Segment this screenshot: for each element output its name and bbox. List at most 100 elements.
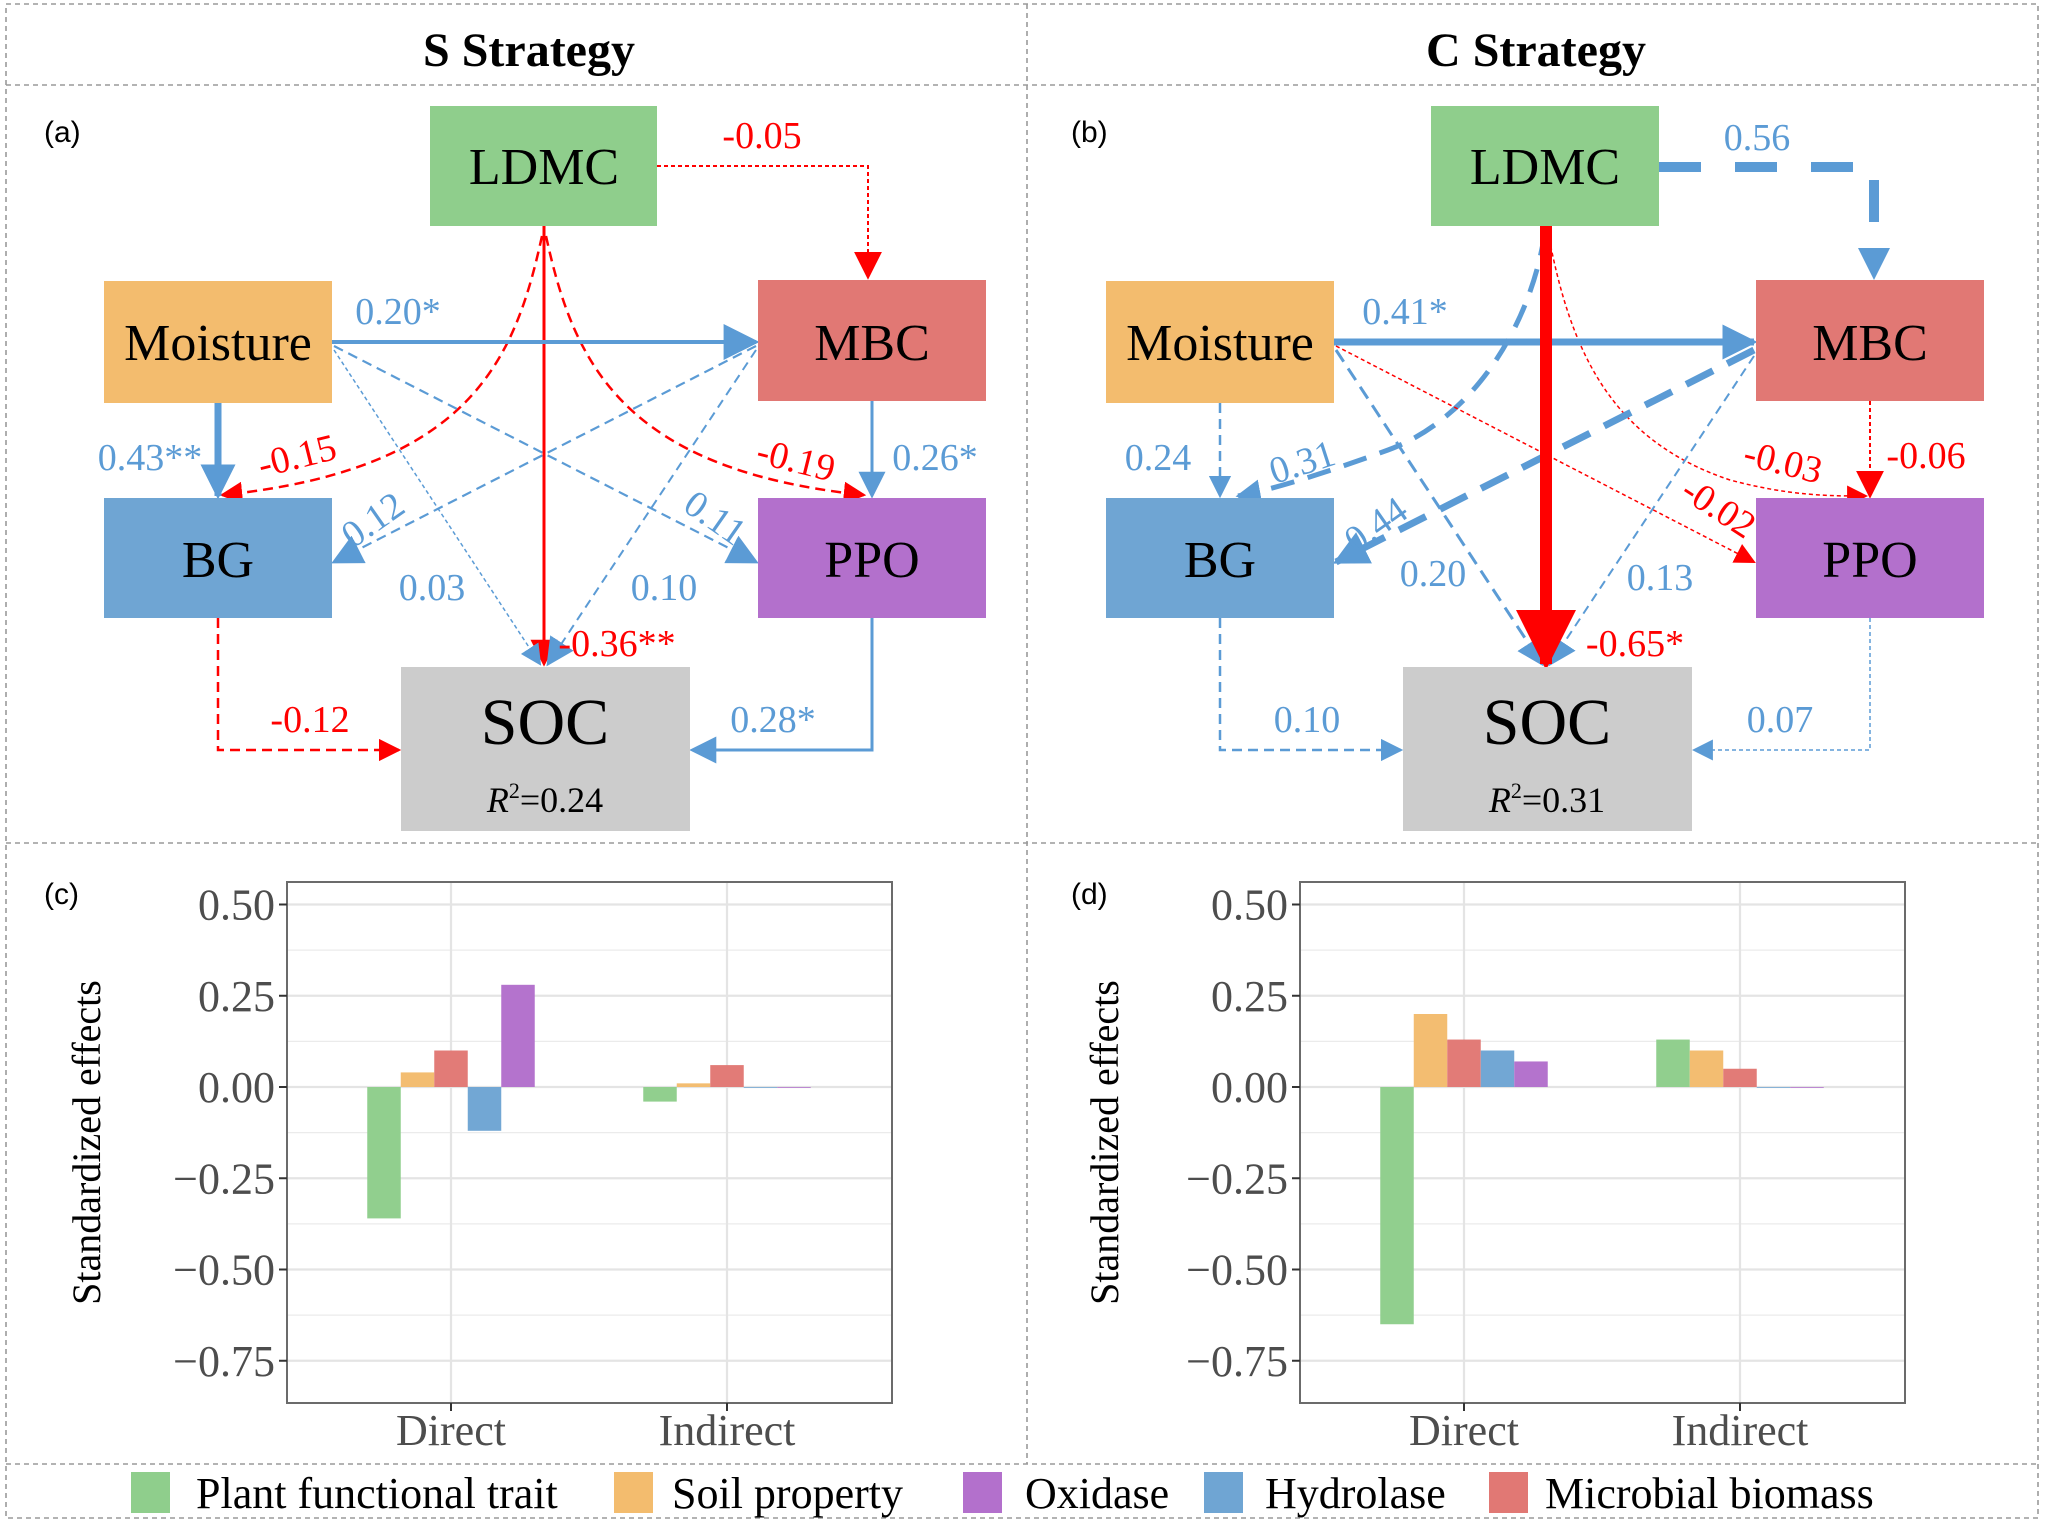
- node-moisture-label: Moisture: [1126, 315, 1314, 372]
- path-ppo-soc: [689, 618, 874, 764]
- y-tick-label: −0.75: [173, 1337, 275, 1386]
- node-ppo-box: [758, 498, 986, 618]
- coef-mbc-soc: 0.10: [631, 567, 698, 609]
- r2-value: =0.31: [1522, 780, 1605, 820]
- legend-label-oxidase: Oxidase: [1025, 1469, 1169, 1518]
- node-moisture: Moisture: [1106, 281, 1334, 403]
- path-bg-soc: [216, 618, 402, 762]
- node-soc: SOC R2=0.31: [1403, 667, 1692, 831]
- path-ldmc-mbc: [657, 165, 882, 280]
- bar-oxidase-direct: [1514, 1061, 1548, 1087]
- x-tick-label: Indirect: [659, 1406, 796, 1455]
- node-ldmc-label: LDMC: [1470, 139, 1620, 196]
- y-tick-label: −0.25: [1186, 1154, 1288, 1203]
- node-mbc-label: MBC: [814, 315, 930, 372]
- path-moisture-ppo: [1335, 345, 1756, 563]
- r2-value: =0.24: [520, 780, 603, 820]
- legend-swatch-soil-property: [614, 1472, 653, 1513]
- node-mbc-box: [1756, 280, 1984, 401]
- coef-labels: 0.56 -0.65* 0.31 -0.03 0.41* 0.24 -0.02 …: [1125, 117, 1966, 741]
- bar-oxidase-indirect: [777, 1087, 811, 1088]
- y-tick-label: 0.50: [1211, 881, 1288, 930]
- node-bg: BG: [104, 498, 332, 618]
- figure-frame: [5, 3, 2039, 1519]
- legend-item-plant-functional-trait: Plant functional trait: [131, 1469, 558, 1518]
- path-ldmc-bg: [219, 235, 544, 505]
- coef-moisture-bg: 0.43**: [98, 437, 203, 479]
- node-soc-label: SOC: [481, 686, 609, 759]
- coef-ldmc-ppo: -0.03: [1739, 432, 1826, 492]
- bar-oxidase-direct: [501, 984, 535, 1087]
- coef-bg-soc: -0.12: [270, 699, 349, 741]
- node-soc-label: SOC: [1483, 686, 1611, 759]
- node-ppo: PPO: [1756, 498, 1984, 618]
- sem-diagram-s-strategy: LDMC Moisture MBC BG PPO SOC R2=0.24 -0.…: [98, 106, 986, 831]
- node-ppo-label: PPO: [1822, 532, 1917, 589]
- legend-item-oxidase: Oxidase: [963, 1469, 1169, 1518]
- bar-plant-functional-trait-indirect: [643, 1087, 677, 1102]
- path-ppo-soc: [1691, 618, 1871, 761]
- r2-symbol: R: [1488, 780, 1511, 820]
- legend-label-plant-functional-trait: Plant functional trait: [196, 1469, 558, 1518]
- y-tick-label: −0.25: [173, 1154, 275, 1203]
- node-ldmc-box: [430, 106, 657, 226]
- path-ldmc-ppo: [544, 235, 867, 505]
- legend-label-soil-property: Soil property: [672, 1469, 903, 1518]
- node-ppo-box: [1756, 498, 1984, 618]
- node-moisture-box: [104, 281, 332, 403]
- node-ldmc-label: LDMC: [469, 139, 619, 196]
- bar-chart-c-strategy: 0.50 0.25 0.00 −0.25 −0.50 −0.75 Direct Indirec…: [1082, 881, 1906, 1455]
- y-tick-label: −0.50: [173, 1246, 275, 1295]
- coef-ldmc-soc: -0.36**: [558, 623, 675, 665]
- coef-mbc-ppo: 0.26*: [892, 437, 978, 479]
- node-moisture: Moisture: [104, 281, 332, 403]
- bar-microbial-biomass-direct: [434, 1050, 468, 1087]
- y-axis-label: Standardized effects: [64, 980, 109, 1305]
- legend: Plant functional trait Soil property Oxi…: [131, 1469, 1874, 1518]
- node-mbc-label: MBC: [1812, 315, 1928, 372]
- coef-ldmc-bg: 0.31: [1264, 432, 1340, 492]
- coef-mbc-bg: 0.12: [334, 484, 413, 557]
- legend-swatch-microbial-biomass: [1489, 1472, 1528, 1513]
- y-tick-label: 0.50: [198, 881, 275, 930]
- coef-moisture-ppo: -0.02: [1674, 469, 1763, 547]
- path-ldmc-mbc: [1659, 162, 1879, 246]
- bar-plant-functional-trait-indirect: [1656, 1039, 1690, 1087]
- node-mbc: MBC: [758, 280, 986, 401]
- path-mbc-soc: [1548, 355, 1755, 667]
- node-soc-box: [1403, 667, 1692, 831]
- legend-item-microbial-biomass: Microbial biomass: [1489, 1469, 1874, 1518]
- y-tick-label: 0.25: [198, 972, 275, 1021]
- legend-item-hydrolase: Hydrolase: [1204, 1469, 1446, 1518]
- legend-item-soil-property: Soil property: [614, 1469, 903, 1518]
- bar-soil-property-indirect: [1689, 1050, 1724, 1087]
- node-bg-box: [1106, 498, 1334, 618]
- plot-border: [286, 881, 893, 1404]
- x-tick-label: Direct: [396, 1406, 506, 1455]
- node-mbc-box: [758, 280, 986, 401]
- path-ldmc-bg: [1235, 231, 1548, 505]
- r2-label: R2=0.24: [486, 778, 603, 820]
- coef-moisture-mbc: 0.41*: [1362, 291, 1448, 333]
- coef-ppo-soc: 0.07: [1747, 699, 1814, 741]
- y-tick-label: 0.25: [1211, 972, 1288, 1021]
- coef-moisture-mbc: 0.20*: [355, 291, 441, 333]
- bar-microbial-biomass-indirect: [710, 1065, 744, 1087]
- node-soc-box: [401, 667, 690, 831]
- coef-moisture-ppo: 0.11: [676, 482, 753, 554]
- y-tick-label: 0.00: [198, 1063, 275, 1112]
- node-ldmc-box: [1431, 106, 1659, 226]
- sem-edges: [1208, 162, 1890, 762]
- bar-microbial-biomass-direct: [1447, 1039, 1481, 1087]
- bar-hydrolase-indirect: [743, 1087, 778, 1088]
- node-bg-label: BG: [182, 532, 254, 589]
- y-axis-label: Standardized effects: [1082, 980, 1127, 1305]
- legend-swatch-oxidase: [963, 1472, 1002, 1513]
- node-ldmc: LDMC: [430, 106, 657, 226]
- legend-swatch-hydrolase: [1204, 1472, 1243, 1513]
- bar-hydrolase-indirect: [1756, 1087, 1791, 1088]
- bar-soil-property-indirect: [676, 1083, 711, 1087]
- y-tick-label: −0.50: [1186, 1246, 1288, 1295]
- bar-microbial-biomass-indirect: [1723, 1068, 1757, 1087]
